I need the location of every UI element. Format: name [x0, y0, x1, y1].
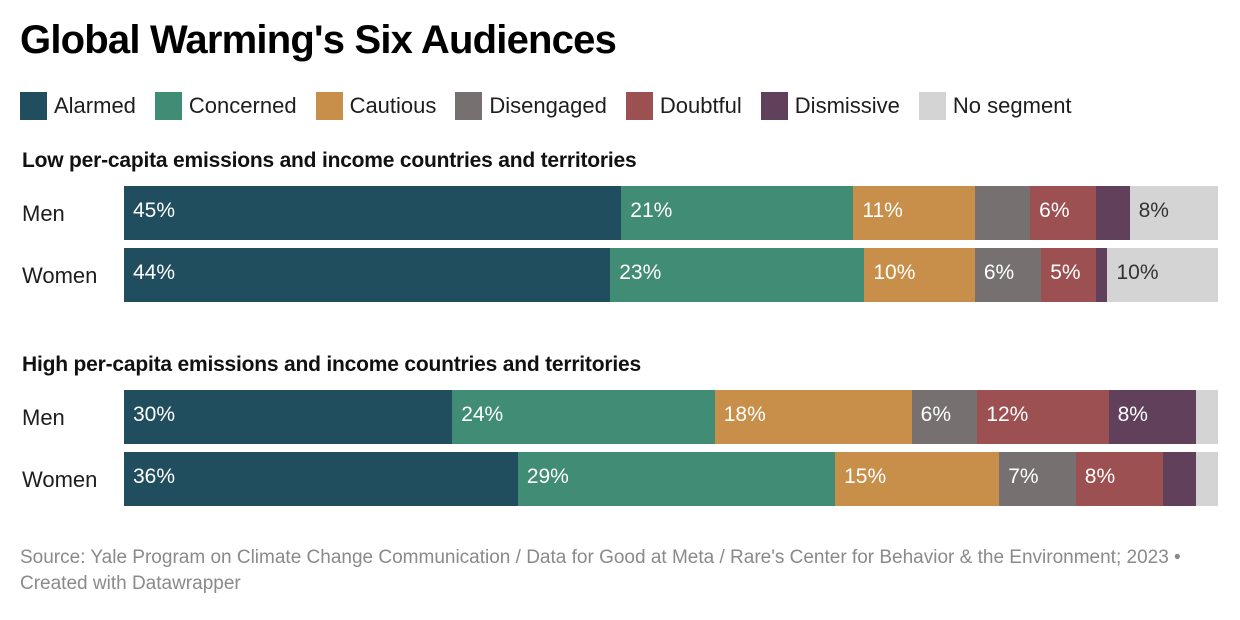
bar-segment-no-segment: 8% [1129, 186, 1219, 240]
bar-segment-doubtful: 5% [1041, 248, 1097, 302]
legend-item-dismissive: Dismissive [760, 92, 900, 120]
legend-item-doubtful: Doubtful [625, 92, 742, 120]
data-label: 7% [1008, 465, 1039, 488]
data-label: 18% [723, 403, 766, 426]
source-footer: Source: Yale Program on Climate Change C… [20, 547, 1181, 594]
data-label: 45% [133, 199, 176, 222]
data-label: 11% [862, 199, 903, 222]
data-label: 10% [873, 261, 916, 284]
data-label: 24% [461, 403, 504, 426]
stacked-bar-low-men: 45% 21% 11% 6% 8% [124, 186, 1219, 240]
bar-segment-concerned: 21% [621, 186, 854, 240]
data-label: 29% [526, 465, 569, 488]
bar-segment-dismissive: 8% [1108, 390, 1197, 444]
legend-swatch [20, 92, 47, 120]
legend-item-disengaged: Disengaged [455, 92, 607, 120]
data-label: 6% [983, 261, 1015, 284]
bar-segment-cautious: 18% [714, 390, 913, 444]
bar-segment-cautious: 15% [835, 452, 1000, 506]
bar-segment-cautious: 11% [853, 186, 976, 240]
bar-segment-doubtful: 6% [1030, 186, 1097, 240]
bar-segment-disengaged: 6% [974, 248, 1042, 302]
legend-swatch [315, 92, 343, 120]
bar-segment-dismissive [1096, 248, 1108, 302]
bar-segment-disengaged: 7% [999, 452, 1077, 506]
legend-label: Concerned [188, 93, 297, 118]
data-label: 30% [133, 403, 176, 426]
bar-segment-concerned: 29% [517, 452, 836, 506]
data-label: 23% [619, 261, 662, 284]
stacked-bar-high-men: 30% 24% 18% 6% 12% 8% [124, 390, 1219, 444]
data-label: 5% [1050, 261, 1081, 284]
bar-segment-disengaged: 6% [911, 390, 978, 444]
legend-label: No segment [952, 93, 1072, 118]
data-label: 8% [1117, 403, 1148, 426]
data-label: 15% [844, 465, 887, 488]
data-label: 6% [920, 403, 952, 426]
bar-segment-concerned: 24% [452, 390, 716, 444]
legend-swatch [154, 92, 182, 120]
group-title-low-emissions: Low per-capita emissions and income coun… [22, 149, 637, 172]
data-label: 10% [1116, 261, 1159, 284]
bar-segment-no-segment: 10% [1107, 248, 1219, 302]
data-label: 12% [986, 403, 1029, 426]
data-label: 8% [1084, 465, 1116, 488]
bar-segment-dismissive [1096, 186, 1131, 240]
data-label: 36% [133, 465, 176, 488]
group-title-high-emissions: High per-capita emissions and income cou… [22, 353, 641, 376]
bar-segment-doubtful: 8% [1075, 452, 1164, 506]
data-label: 21% [630, 199, 673, 222]
legend-label: Alarmed [54, 93, 136, 118]
bar-segment-alarmed: 44% [124, 248, 611, 302]
legend-label: Doubtful [659, 93, 742, 118]
legend-label: Disengaged [489, 93, 607, 118]
legend-label: Cautious [349, 93, 437, 118]
bar-segment-no-segment [1196, 390, 1219, 444]
legend-swatch [625, 92, 653, 120]
row-label-men: Men [22, 405, 65, 430]
bar-segment-concerned: 23% [610, 248, 865, 302]
legend-item-concerned: Concerned [154, 92, 297, 120]
row-label-women: Women [22, 467, 98, 492]
legend-swatch [760, 92, 788, 120]
legend-item-no-segment: No segment [918, 92, 1072, 120]
data-label: 44% [133, 261, 176, 284]
bar-segment-no-segment [1196, 452, 1219, 506]
bar-segment-disengaged [974, 186, 1031, 240]
bar-segment-doubtful: 12% [977, 390, 1110, 444]
bar-segment-alarmed: 30% [124, 390, 453, 444]
data-label: 8% [1138, 199, 1169, 222]
bar-segment-cautious: 10% [864, 248, 976, 302]
bar-segment-dismissive [1163, 452, 1197, 506]
stacked-bar-low-women: 44% 23% 10% 6% 5% 10% [124, 248, 1219, 302]
legend-item-cautious: Cautious [315, 92, 437, 120]
bar-segment-alarmed: 45% [124, 186, 622, 240]
row-label-women: Women [22, 263, 98, 288]
legend-swatch [455, 92, 483, 120]
chart-title: Global Warming's Six Audiences [20, 18, 617, 62]
bar-segment-alarmed: 36% [124, 452, 519, 506]
stacked-bar-high-women: 36% 29% 15% 7% 8% [124, 452, 1219, 506]
row-label-men: Men [22, 201, 65, 226]
data-label: 6% [1039, 199, 1070, 222]
legend: Alarmed Concerned Cautious Disengaged Do… [20, 92, 1091, 120]
legend-swatch [918, 92, 946, 120]
legend-item-alarmed: Alarmed [20, 92, 136, 120]
legend-label: Dismissive [794, 93, 900, 118]
